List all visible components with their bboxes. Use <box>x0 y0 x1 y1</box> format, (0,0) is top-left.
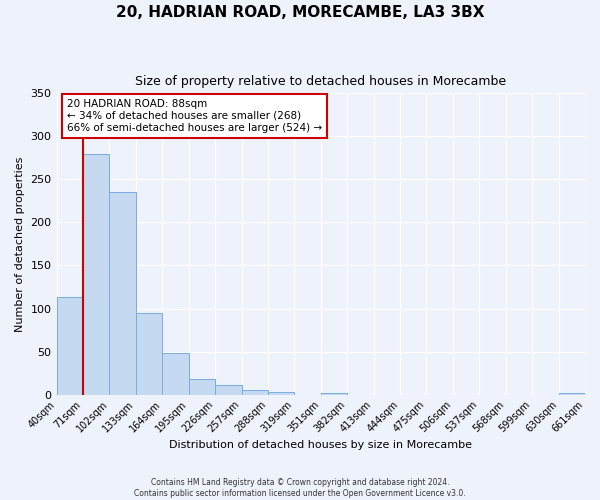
Bar <box>321 393 347 394</box>
Text: 20, HADRIAN ROAD, MORECAMBE, LA3 3BX: 20, HADRIAN ROAD, MORECAMBE, LA3 3BX <box>116 5 484 20</box>
Bar <box>188 379 215 394</box>
X-axis label: Distribution of detached houses by size in Morecambe: Distribution of detached houses by size … <box>169 440 472 450</box>
Bar <box>136 313 162 394</box>
Bar <box>242 390 268 394</box>
Bar <box>268 392 295 394</box>
Bar <box>56 298 83 394</box>
Bar <box>109 192 136 394</box>
Y-axis label: Number of detached properties: Number of detached properties <box>15 156 25 332</box>
Text: Contains HM Land Registry data © Crown copyright and database right 2024.
Contai: Contains HM Land Registry data © Crown c… <box>134 478 466 498</box>
Bar <box>83 154 109 394</box>
Text: 20 HADRIAN ROAD: 88sqm
← 34% of detached houses are smaller (268)
66% of semi-de: 20 HADRIAN ROAD: 88sqm ← 34% of detached… <box>67 100 322 132</box>
Bar <box>162 354 188 395</box>
Title: Size of property relative to detached houses in Morecambe: Size of property relative to detached ho… <box>135 75 506 88</box>
Bar <box>215 385 242 394</box>
Bar <box>559 393 585 394</box>
